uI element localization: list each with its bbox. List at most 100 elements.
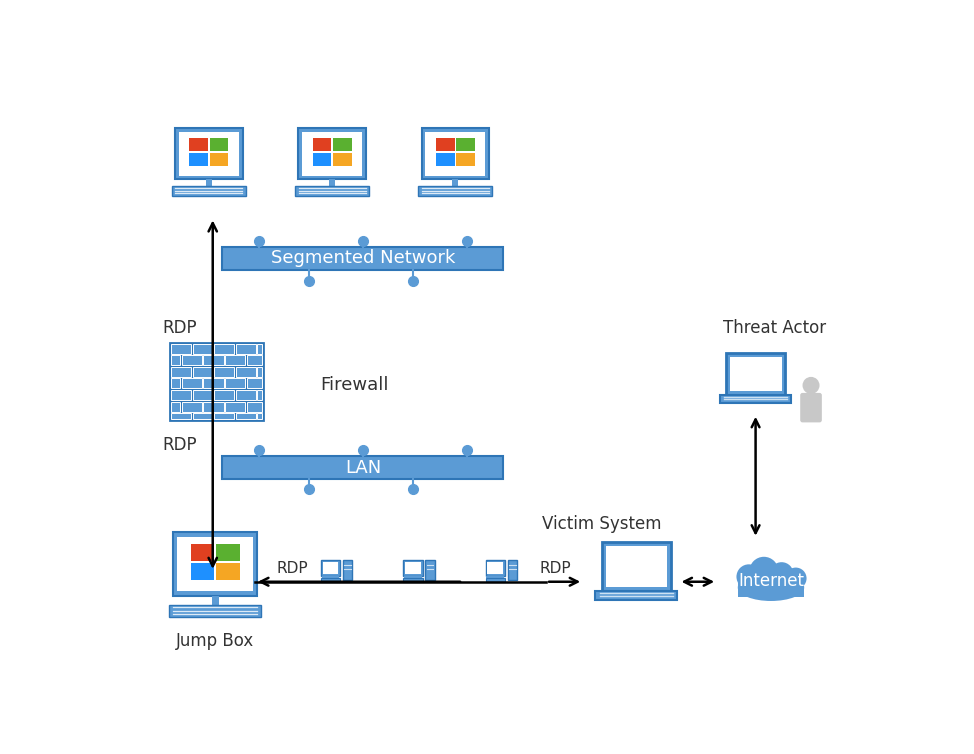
FancyBboxPatch shape [487,562,504,574]
FancyBboxPatch shape [426,132,485,176]
Bar [333,138,352,152]
FancyBboxPatch shape [405,562,421,574]
Text: Internet: Internet [738,572,804,590]
Text: RDP: RDP [163,319,197,336]
Circle shape [749,556,778,586]
Bar [313,153,331,167]
FancyBboxPatch shape [177,537,252,591]
FancyBboxPatch shape [606,546,666,587]
FancyBboxPatch shape [169,605,261,618]
FancyBboxPatch shape [298,128,365,179]
FancyBboxPatch shape [179,132,239,176]
FancyBboxPatch shape [257,344,262,354]
FancyBboxPatch shape [225,355,245,366]
FancyBboxPatch shape [214,413,235,419]
FancyBboxPatch shape [727,353,785,394]
Bar [738,579,804,596]
FancyBboxPatch shape [193,367,212,377]
FancyBboxPatch shape [171,344,191,354]
Bar [313,138,331,152]
FancyBboxPatch shape [257,367,262,377]
Bar [329,179,335,186]
FancyBboxPatch shape [302,132,362,176]
FancyBboxPatch shape [171,186,245,196]
FancyBboxPatch shape [485,560,506,576]
FancyBboxPatch shape [193,390,212,400]
Bar [333,153,352,167]
Bar [206,179,211,186]
FancyBboxPatch shape [222,456,504,480]
Bar [211,596,218,605]
FancyBboxPatch shape [171,367,191,377]
FancyBboxPatch shape [246,402,262,412]
FancyBboxPatch shape [193,413,212,419]
FancyBboxPatch shape [204,379,223,388]
Ellipse shape [737,574,805,601]
FancyBboxPatch shape [182,402,202,412]
Text: Threat Actor: Threat Actor [724,319,826,337]
FancyBboxPatch shape [204,355,223,366]
Text: RDP: RDP [277,560,308,575]
Text: Victim System: Victim System [542,515,661,533]
FancyBboxPatch shape [602,542,670,590]
FancyBboxPatch shape [225,379,245,388]
FancyBboxPatch shape [720,394,791,403]
FancyBboxPatch shape [246,355,262,366]
FancyBboxPatch shape [171,379,180,388]
FancyBboxPatch shape [236,367,256,377]
FancyBboxPatch shape [730,357,781,391]
FancyBboxPatch shape [214,390,235,400]
Text: LAN: LAN [345,458,381,477]
Text: Segmented Network: Segmented Network [271,250,455,268]
FancyBboxPatch shape [171,413,191,419]
Bar [485,578,506,581]
FancyBboxPatch shape [418,186,492,196]
Text: Firewall: Firewall [320,375,389,394]
FancyBboxPatch shape [193,344,212,354]
Circle shape [803,377,819,394]
Bar [456,138,475,152]
FancyBboxPatch shape [322,562,338,574]
Bar [209,153,229,167]
Bar [191,563,214,580]
FancyBboxPatch shape [175,128,243,179]
Text: Jump Box: Jump Box [176,632,254,650]
Bar [486,576,505,578]
FancyBboxPatch shape [170,343,263,420]
Bar [320,578,340,581]
Text: RDP: RDP [540,560,571,575]
FancyBboxPatch shape [426,560,434,580]
Text: RDP: RDP [163,436,197,454]
FancyBboxPatch shape [236,413,256,419]
Bar [209,138,229,152]
Bar [435,138,455,152]
FancyBboxPatch shape [320,560,340,576]
Bar [189,138,208,152]
Bar [453,179,458,186]
Circle shape [736,564,762,589]
Bar [216,544,240,562]
Circle shape [785,568,806,589]
Bar [435,153,455,167]
FancyBboxPatch shape [801,393,822,422]
FancyBboxPatch shape [507,560,517,580]
FancyBboxPatch shape [403,560,423,576]
FancyBboxPatch shape [422,128,489,179]
Bar [404,576,422,578]
FancyBboxPatch shape [214,367,235,377]
FancyBboxPatch shape [225,402,245,412]
FancyBboxPatch shape [295,186,369,196]
FancyBboxPatch shape [236,390,256,400]
FancyBboxPatch shape [171,402,180,412]
FancyBboxPatch shape [246,379,262,388]
Bar [191,544,214,562]
Bar [403,578,423,581]
FancyBboxPatch shape [214,344,235,354]
FancyBboxPatch shape [173,532,257,596]
FancyBboxPatch shape [182,379,202,388]
FancyBboxPatch shape [171,355,180,366]
FancyBboxPatch shape [182,355,202,366]
FancyBboxPatch shape [257,390,262,400]
FancyBboxPatch shape [595,590,678,600]
FancyBboxPatch shape [257,413,262,419]
